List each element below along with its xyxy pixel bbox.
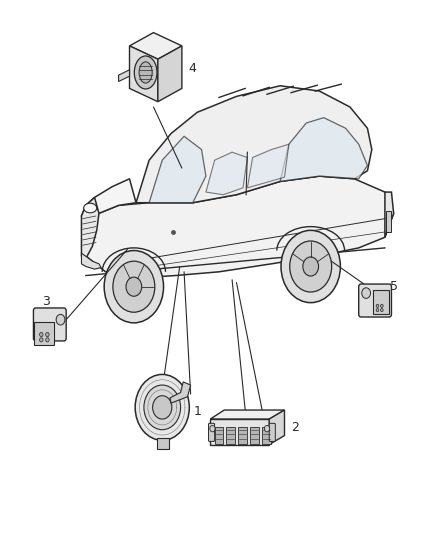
Polygon shape [158,46,182,102]
Bar [262,426,271,443]
Polygon shape [81,179,136,227]
Circle shape [104,251,163,323]
Polygon shape [81,197,99,257]
Circle shape [46,333,49,337]
Polygon shape [269,410,285,445]
Circle shape [381,309,383,312]
Circle shape [381,304,383,308]
Polygon shape [136,86,372,203]
Polygon shape [385,192,394,237]
Circle shape [210,425,215,432]
FancyBboxPatch shape [33,308,66,341]
Polygon shape [130,46,158,102]
Circle shape [113,261,155,312]
Polygon shape [210,419,269,445]
Polygon shape [81,253,101,269]
Ellipse shape [134,56,157,89]
Circle shape [376,309,379,312]
Circle shape [303,257,318,276]
Polygon shape [280,118,367,181]
Bar [250,426,259,443]
Text: 3: 3 [42,295,50,308]
Circle shape [39,338,43,342]
Circle shape [281,230,340,303]
FancyBboxPatch shape [34,322,53,345]
Circle shape [135,374,189,440]
Ellipse shape [139,62,152,83]
Circle shape [39,333,43,337]
Circle shape [126,277,142,296]
Polygon shape [130,33,182,59]
Bar [386,211,392,232]
Polygon shape [149,136,206,203]
Polygon shape [119,70,130,82]
Circle shape [56,314,65,325]
FancyBboxPatch shape [208,423,215,441]
Circle shape [265,425,270,432]
Text: 4: 4 [188,62,196,75]
Bar [215,426,223,443]
Polygon shape [247,144,289,188]
Text: 2: 2 [291,421,299,434]
Polygon shape [206,152,247,195]
Polygon shape [170,382,191,403]
Circle shape [144,385,180,430]
Circle shape [152,395,172,419]
Circle shape [46,338,49,342]
Text: 1: 1 [194,405,201,417]
Polygon shape [210,410,285,419]
Ellipse shape [84,203,97,213]
FancyBboxPatch shape [269,423,276,441]
Bar [226,426,235,443]
Text: 5: 5 [390,280,398,293]
FancyBboxPatch shape [373,290,389,314]
Bar [238,426,247,443]
FancyBboxPatch shape [359,284,392,317]
Circle shape [376,304,379,308]
Polygon shape [86,176,394,278]
Bar [157,438,169,449]
Circle shape [362,288,371,298]
Circle shape [290,241,332,292]
